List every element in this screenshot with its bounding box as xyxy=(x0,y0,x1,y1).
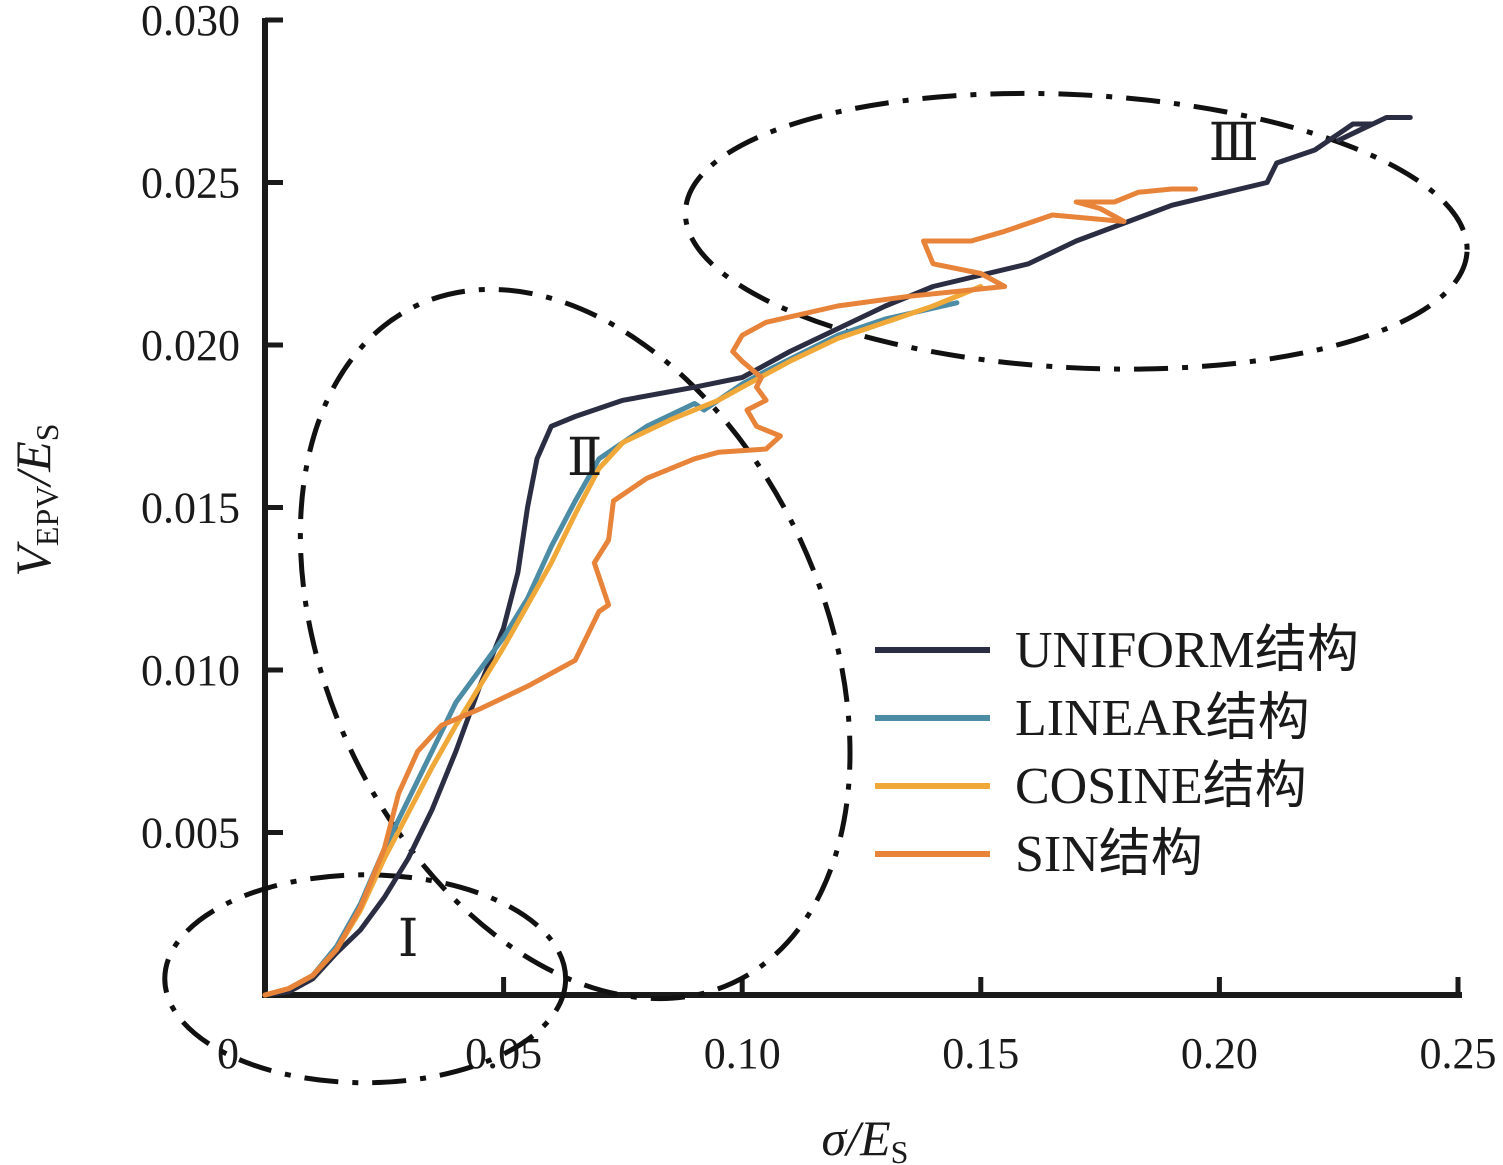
x-tick-label: 0 xyxy=(217,1029,239,1078)
region-ii-ellipse xyxy=(297,286,853,1002)
region-label: Ⅱ xyxy=(567,430,602,487)
x-tick-label: 0.25 xyxy=(1420,1029,1497,1078)
series-line-3 xyxy=(262,186,1198,998)
x-tick-label: 0.10 xyxy=(704,1029,781,1078)
region-label: Ⅲ xyxy=(1209,115,1259,172)
y-tick-label: 0.025 xyxy=(141,159,240,208)
region-labels: Ⅰ Ⅱ Ⅲ xyxy=(398,115,1259,968)
legend-entry: UNIFORM结构 xyxy=(1015,622,1359,679)
legend-entry: LINEAR结构 xyxy=(1015,690,1310,747)
y-ticks: 0.005 0.010 0.015 0.020 0.025 0.030 xyxy=(141,0,283,858)
y-axis-label: VEPV/ES xyxy=(5,423,65,576)
region-label: Ⅰ xyxy=(398,911,419,968)
x-tick-label: 0.15 xyxy=(942,1029,1019,1078)
series-line-0 xyxy=(262,115,1413,998)
series-group xyxy=(262,115,1413,998)
legend: UNIFORM结构 LINEAR结构 COSINE结构 SIN结构 xyxy=(875,622,1359,883)
region-iii-ellipse xyxy=(682,90,1470,372)
y-tick-label: 0.020 xyxy=(141,321,240,370)
y-tick-label: 0.015 xyxy=(141,484,240,533)
x-axis-label: σ/ES xyxy=(822,1110,909,1165)
y-tick-label: 0.010 xyxy=(141,646,240,695)
region-ellipses xyxy=(162,90,1470,1086)
x-tick-label: 0.20 xyxy=(1181,1029,1258,1078)
legend-entry: SIN结构 xyxy=(1015,826,1203,883)
series-line-2 xyxy=(262,284,984,998)
y-tick-label: 0.030 xyxy=(141,0,240,45)
legend-entry: COSINE结构 xyxy=(1015,758,1307,815)
y-tick-label: 0.005 xyxy=(141,809,240,858)
